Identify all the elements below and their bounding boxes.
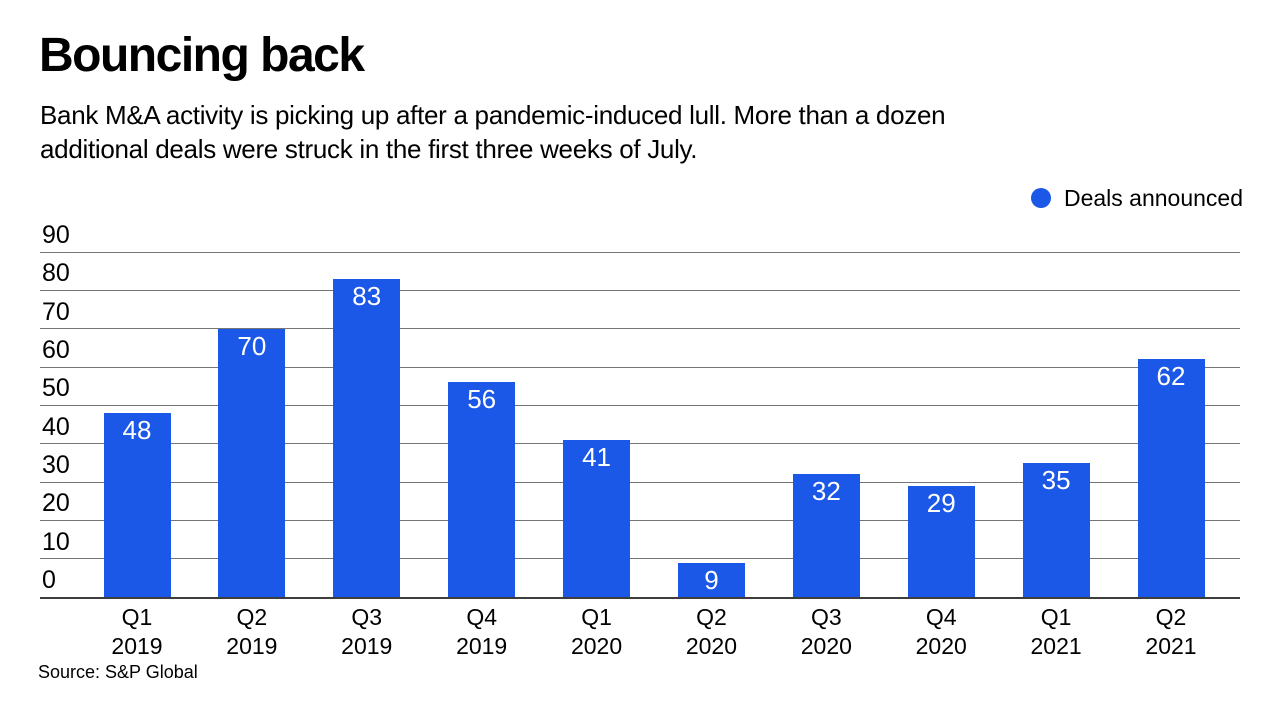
x-tick-year: 2021 — [1145, 633, 1197, 659]
bar-q1-2021: 35 — [1022, 462, 1090, 597]
y-tick-label-70: 70 — [42, 297, 70, 326]
bar-value-label: 35 — [1041, 464, 1071, 495]
x-tick-year: 2020 — [570, 633, 623, 659]
x-tick-label-q4-2019: Q4 2019 — [417, 603, 547, 661]
x-tick-quarter: Q4 — [466, 604, 497, 630]
x-tick-quarter: Q1 — [121, 604, 153, 630]
bar-value-label: 56 — [467, 384, 497, 415]
gridline-50 — [40, 404, 1240, 406]
x-tick-quarter: Q1 — [581, 604, 612, 630]
y-tick-label-90: 90 — [42, 221, 70, 249]
bar-q1-2020: 41 — [563, 439, 631, 597]
source-note: Source: S&P Global — [38, 662, 198, 682]
gridline-30 — [40, 481, 1240, 483]
bar-value-label: 41 — [582, 441, 611, 472]
bar-q2-2020: 9 — [677, 562, 745, 597]
y-tick-label-50: 50 — [42, 374, 70, 403]
gridline-70 — [40, 328, 1240, 330]
chart-title: Bouncing back — [39, 29, 365, 82]
y-tick-label-60: 60 — [42, 336, 70, 364]
bar-value-label: 32 — [811, 476, 841, 507]
x-tick-quarter: Q4 — [925, 604, 957, 630]
x-tick-quarter: Q3 — [810, 604, 842, 630]
legend-dot-icon — [1030, 188, 1051, 208]
x-tick-label-q3-2019: Q3 2019 — [302, 603, 432, 661]
bar-q4-2019: 56 — [448, 382, 516, 597]
bar-q4-2020: 29 — [907, 485, 975, 597]
gridline-60 — [40, 366, 1240, 368]
y-tick-label-20: 20 — [42, 489, 70, 518]
x-tick-quarter: Q2 — [1155, 604, 1187, 630]
bar-value-label: 70 — [237, 330, 267, 361]
chart-subtitle-line1: Bank M&A activity is picking up after a … — [40, 100, 946, 130]
x-tick-year: 2020 — [685, 633, 738, 659]
legend-label: Deals announced — [1063, 185, 1243, 211]
x-tick-label-q2-2020: Q2 2020 — [646, 603, 776, 661]
plot-area: 0 10 20 30 40 50 60 70 80 90 48 Q1 2019 70 Q2 2019 83 Q3 2… — [40, 220, 1240, 665]
x-tick-quarter: Q2 — [696, 604, 727, 630]
bar-value-label: 29 — [926, 487, 956, 518]
y-tick-label-40: 40 — [42, 412, 70, 441]
x-tick-label-q4-2020: Q4 2020 — [876, 603, 1006, 661]
bar-value-label: 48 — [122, 415, 152, 445]
x-tick-quarter: Q3 — [351, 604, 383, 630]
x-tick-year: 2020 — [915, 633, 967, 659]
bar-value-label: 9 — [704, 564, 719, 595]
gridline-90 — [40, 251, 1240, 253]
x-axis-line — [40, 597, 1240, 599]
gridline-80 — [40, 289, 1240, 291]
x-tick-year: 2019 — [226, 633, 278, 659]
gridline-20 — [40, 519, 1240, 521]
x-tick-label-q2-2019: Q2 2019 — [187, 603, 317, 661]
y-tick-label-0: 0 — [42, 566, 56, 594]
chart-subtitle: Bank M&A activity is picking up after a … — [40, 98, 946, 166]
bar-value-label: 83 — [352, 280, 382, 311]
x-tick-year: 2019 — [111, 633, 163, 659]
gridline-10 — [40, 558, 1240, 560]
x-tick-year: 2019 — [341, 633, 393, 659]
y-tick-label-10: 10 — [42, 527, 70, 556]
bar-q3-2019: 83 — [333, 278, 401, 597]
x-tick-quarter: Q1 — [1040, 604, 1072, 630]
x-tick-label-q1-2020: Q1 2020 — [532, 603, 662, 661]
y-tick-label-80: 80 — [42, 259, 70, 288]
x-tick-year: 2020 — [800, 633, 852, 659]
legend: Deals announced — [1030, 184, 1243, 212]
bar-value-label: 62 — [1156, 361, 1186, 392]
bar-q1-2019: 48 — [103, 413, 171, 597]
chart-subtitle-line2: additional deals were struck in the firs… — [40, 134, 698, 164]
x-tick-label-q2-2021: Q2 2021 — [1106, 603, 1236, 661]
gridline-40 — [40, 443, 1240, 445]
x-tick-year: 2019 — [456, 633, 508, 659]
x-tick-year: 2021 — [1030, 633, 1082, 659]
bar-q3-2020: 32 — [792, 474, 860, 597]
bar-q2-2019: 70 — [218, 328, 286, 597]
x-tick-label-q1-2019: Q1 2019 — [72, 603, 202, 661]
y-tick-label-30: 30 — [42, 451, 70, 479]
x-tick-label-q1-2021: Q1 2021 — [991, 603, 1121, 661]
x-tick-quarter: Q2 — [236, 604, 268, 630]
x-tick-label-q3-2020: Q3 2020 — [761, 603, 891, 661]
bar-q2-2021: 62 — [1137, 359, 1205, 597]
